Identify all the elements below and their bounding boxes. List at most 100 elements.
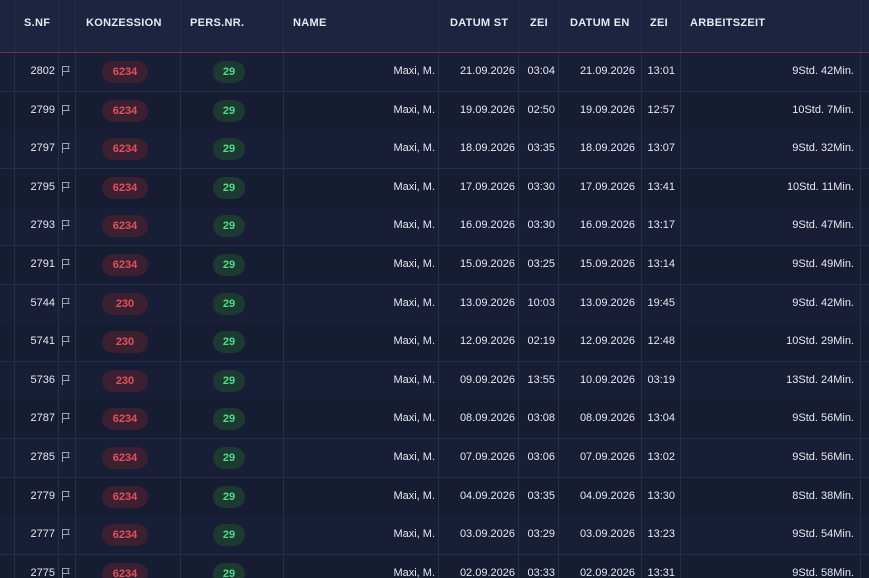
column-header[interactable]: S.NF [24,17,51,29]
flag-icon[interactable] [61,412,71,424]
cell: 13.09.2026 [579,296,635,309]
table-row[interactable]: 2799 6234 29 Maxi, M. 19.09.2026 02:50 19.09.2… [0,91,869,131]
column-divider [680,130,681,169]
column-header[interactable]: PERS.NR. [190,17,245,29]
cell: 03.09.2026 [459,528,515,541]
column-divider [75,361,76,400]
column-divider [680,439,681,477]
column-divider [641,168,642,207]
table-row[interactable]: 2777 6234 29 Maxi, M. 03.09.2026 03:29 03.09.2… [0,516,869,556]
column-divider [680,53,681,91]
column-header[interactable]: ARBEITSZEIT [690,17,766,29]
column-divider [180,361,181,400]
column-divider [558,284,559,323]
column-divider [860,439,861,477]
column-divider [680,246,681,284]
flag-icon[interactable] [61,567,71,578]
cell: Maxi, M. [393,489,435,502]
column-divider [641,554,642,578]
cell: 03:35 [527,142,555,155]
cell: 08.09.2026 [579,412,635,425]
flag-icon[interactable] [61,219,71,231]
flag-icon[interactable] [61,490,71,502]
column-divider [438,246,439,284]
cell: 13:02 [647,451,675,463]
cell: 21.09.2026 [579,65,635,77]
column-divider [438,53,439,91]
column-divider [283,0,284,52]
column-divider [75,477,76,516]
column-divider [75,439,76,477]
flag-icon[interactable] [61,528,71,540]
column-divider [75,554,76,578]
flag-icon[interactable] [61,374,71,386]
cell: 18.09.2026 [459,142,515,155]
cell: 12.09.2026 [579,335,635,348]
table-row[interactable]: 2793 6234 29 Maxi, M. 16.09.2026 03:30 16.09.2… [0,207,869,247]
flag-icon[interactable] [61,104,71,116]
cell: 9Std. 54Min. [792,528,854,541]
column-divider [180,554,181,578]
column-divider [438,284,439,323]
column-divider [283,477,284,516]
table-row[interactable]: 5736 230 29 Maxi, M. 09.09.2026 13:55 10.09.20… [0,361,869,401]
column-header[interactable]: KONZESSION [86,17,162,29]
column-header[interactable]: ZEI [530,17,549,29]
column-divider [14,400,15,439]
column-divider [180,207,181,246]
column-divider [438,400,439,439]
column-header[interactable]: NAME [293,17,327,29]
column-divider [558,207,559,246]
column-divider [680,323,681,362]
cell: 8Std. 38Min. [792,489,854,502]
column-divider [680,284,681,323]
table-row[interactable]: 2779 6234 29 Maxi, M. 04.09.2026 03:35 04.09.2… [0,477,869,517]
column-divider [860,91,861,130]
column-divider [680,207,681,246]
flag-icon[interactable] [61,142,71,154]
column-divider [518,130,519,169]
flag-icon[interactable] [61,258,71,270]
column-divider [438,361,439,400]
column-divider [58,323,59,362]
cell: Maxi, M. [393,142,435,155]
cell: Maxi, M. [393,103,435,116]
flag-icon[interactable] [61,181,71,193]
column-divider [75,130,76,169]
table-row[interactable]: 2785 6234 29 Maxi, M. 07.09.2026 03:06 07.09.2… [0,439,869,478]
cell: 19.09.2026 [579,103,635,116]
table-row[interactable]: 2795 6234 29 Maxi, M. 17.09.2026 03:30 17.09.2… [0,168,869,208]
column-divider [14,554,15,578]
column-divider [860,53,861,91]
column-divider [860,0,861,52]
column-header[interactable]: ZEI [650,17,669,29]
table-row[interactable]: 2775 6234 29 Maxi, M. 02.09.2026 03:33 02.09.2… [0,554,869,578]
column-divider [58,130,59,169]
table-row[interactable]: 2787 6234 29 Maxi, M. 08.09.2026 03:08 08.09.2… [0,400,869,440]
flag-icon[interactable] [61,335,71,347]
table-row[interactable]: 2791 6234 29 Maxi, M. 15.09.2026 03:25 15.09.2… [0,246,869,285]
cell: 13.09.2026 [459,296,515,309]
table-row[interactable]: 2802 6234 29 Maxi, M. 21.09.2026 03:04 21.09.2… [0,53,869,92]
column-divider [14,53,15,91]
table-row[interactable]: 5741 230 29 Maxi, M. 12.09.2026 02:19 12.09.20… [0,323,869,363]
cell: 02:19 [527,335,555,348]
cell: 04.09.2026 [579,489,635,502]
cell: 02.09.2026 [579,566,635,578]
column-divider [438,477,439,516]
cell: Maxi, M. [393,566,435,578]
column-divider [518,477,519,516]
column-divider [75,168,76,207]
flag-icon[interactable] [61,297,71,309]
table-row[interactable]: 5744 230 29 Maxi, M. 13.09.2026 10:03 13.09.20… [0,284,869,324]
cell: 02.09.2026 [459,566,515,578]
column-header[interactable]: DATUM EN [570,17,630,29]
cell: 13:07 [647,142,675,155]
personnel-badge: 29 [213,138,245,161]
column-divider [558,168,559,207]
flag-icon[interactable] [61,65,71,77]
column-header[interactable]: DATUM ST [450,17,509,29]
flag-icon[interactable] [61,451,71,463]
table-row[interactable]: 2797 6234 29 Maxi, M. 18.09.2026 03:35 18.09.2… [0,130,869,170]
cell: 03:30 [527,219,555,232]
